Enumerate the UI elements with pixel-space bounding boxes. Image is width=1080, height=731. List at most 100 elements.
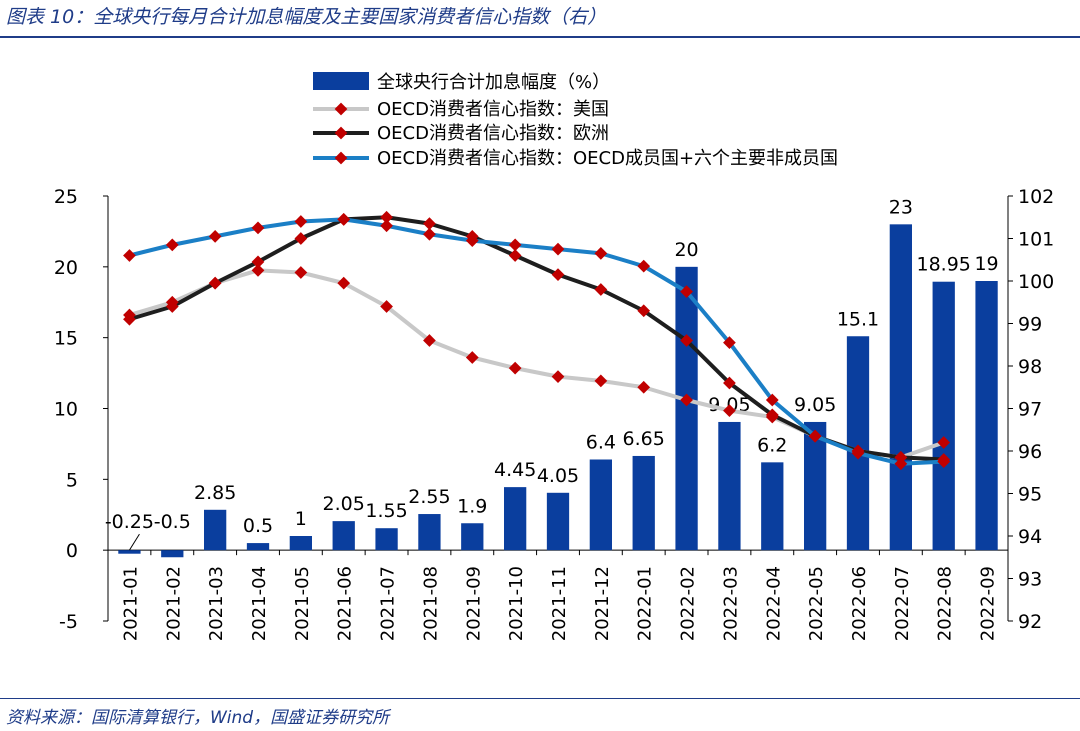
- marker-oecd: [508, 238, 522, 252]
- bar: [118, 550, 141, 554]
- x-axis-tick-label: 2021-08: [420, 566, 441, 641]
- bar-data-label: 0.5: [243, 515, 273, 537]
- marker-usa: [251, 264, 265, 277]
- bar: [761, 462, 784, 551]
- bar-data-label: 19: [974, 253, 998, 275]
- x-axis-tick-label: 2021-02: [163, 566, 184, 641]
- x-axis-tick-label: 2021-03: [206, 566, 227, 641]
- right-axis-tick-label: 95: [1018, 484, 1042, 506]
- marker-europe: [165, 300, 179, 313]
- bar-data-label: 1: [295, 508, 307, 530]
- right-axis-tick-label: 102: [1018, 186, 1054, 208]
- bar-data-label: 20: [674, 239, 698, 261]
- bar: [975, 281, 998, 551]
- source-rule: [0, 698, 1080, 699]
- bar: [375, 528, 398, 551]
- bar-data-label: 4.05: [537, 465, 579, 487]
- marker-europe: [294, 232, 308, 245]
- legend-swatch-usa-marker: [334, 102, 348, 116]
- marker-oecd: [423, 227, 436, 241]
- x-axis-tick-label: 2021-07: [378, 566, 399, 641]
- x-axis-tick-label: 2021-12: [592, 566, 613, 641]
- left-axis-tick-label: 5: [66, 469, 78, 491]
- marker-oecd: [337, 213, 351, 226]
- bar: [204, 509, 227, 551]
- marker-usa: [508, 361, 522, 375]
- bar-data-label: 2.85: [194, 482, 236, 504]
- x-axis-tick-label: 2021-09: [463, 566, 484, 641]
- marker-oecd: [594, 247, 608, 260]
- bar-data-label: -0.25: [105, 511, 154, 533]
- x-axis-tick-label: 2022-05: [806, 566, 827, 641]
- x-axis-tick-label: 2021-01: [120, 566, 141, 641]
- marker-oecd: [123, 249, 136, 262]
- marker-europe: [594, 283, 608, 296]
- bar-data-label: 1.9: [457, 495, 487, 517]
- marker-europe: [208, 276, 222, 290]
- figure-source: 资料来源：国际清算银行，Wind，国盛证券研究所: [6, 708, 390, 728]
- marker-usa: [337, 276, 351, 290]
- marker-oecd: [551, 242, 565, 256]
- legend-swatch-europe-marker: [334, 126, 348, 140]
- left-axis-tick-label: 15: [54, 328, 78, 350]
- right-axis-tick-label: 93: [1018, 569, 1042, 591]
- right-axis-tick-label: 101: [1018, 229, 1054, 251]
- bar-data-label: 4.45: [494, 459, 536, 481]
- bar-data-label: 15.1: [837, 308, 879, 330]
- legend-label-usa: OECD消费者信心指数：美国: [377, 99, 609, 120]
- marker-oecd: [251, 221, 265, 235]
- marker-oecd: [380, 219, 393, 233]
- x-axis-tick-label: 2022-06: [849, 566, 870, 641]
- x-axis-tick-label: 2022-07: [892, 566, 913, 641]
- legend-label-oecd: OECD消费者信心指数：OECD成员国+六个主要非成员国: [377, 148, 838, 169]
- marker-usa: [294, 266, 308, 279]
- bar-data-label: 6.4: [586, 432, 616, 454]
- bar-data-label: 2.05: [323, 493, 365, 515]
- right-axis-tick-label: 99: [1018, 314, 1042, 336]
- legend: 全球央行合计加息幅度（%） OECD消费者信心指数：美国 OECD消费者信心指数…: [313, 72, 838, 169]
- marker-usa: [637, 380, 651, 394]
- bar-data-label: 1.55: [365, 500, 407, 522]
- bar: [846, 336, 870, 551]
- bar: [461, 523, 484, 551]
- legend-label-bars: 全球央行合计加息幅度（%）: [377, 72, 610, 93]
- legend-swatch-bars: [313, 72, 369, 90]
- marker-europe: [508, 249, 522, 262]
- figure-title: 图表 10：全球央行每月合计加息幅度及主要国家消费者信心指数（右）: [6, 6, 607, 28]
- series-line-oecd: [128, 217, 944, 466]
- marker-usa: [380, 300, 393, 313]
- bar: [418, 514, 441, 551]
- x-axis-tick-label: 2021-10: [506, 566, 527, 641]
- marker-usa: [551, 370, 565, 383]
- marker-oecd: [465, 234, 479, 247]
- bar: [161, 550, 184, 558]
- marker-europe: [380, 210, 393, 224]
- marker-europe: [251, 255, 265, 269]
- marker-usa: [423, 334, 436, 347]
- bar-data-label: 6.2: [757, 434, 787, 456]
- legend-swatch-oecd-marker: [334, 151, 348, 165]
- left-axis-tick-label: 0: [66, 540, 78, 562]
- marker-oecd: [165, 238, 179, 252]
- x-axis-tick-label: 2021-04: [249, 566, 270, 641]
- bar: [546, 492, 570, 551]
- right-axis-tick-label: 100: [1018, 271, 1054, 293]
- right-axis-tick-label: 94: [1018, 526, 1042, 548]
- x-axis-tick-label: 2022-04: [763, 566, 784, 641]
- x-axis-tick-label: 2022-09: [978, 566, 999, 641]
- right-axis-tick-label: 96: [1018, 441, 1042, 463]
- marker-oecd: [208, 230, 222, 243]
- bar-data-label: -0.5: [154, 511, 191, 533]
- marker-europe: [123, 312, 136, 326]
- bar: [504, 487, 527, 551]
- marker-usa: [594, 374, 608, 388]
- x-axis-tick-label: 2022-01: [635, 566, 656, 641]
- right-axis-tick-label: 97: [1018, 399, 1042, 421]
- x-axis-tick-label: 2022-02: [678, 566, 699, 641]
- x-axis-tick-label: 2021-11: [549, 566, 570, 641]
- bar-data-label: 2.55: [408, 486, 450, 508]
- left-axis-tick-label: 20: [54, 257, 78, 279]
- title-rule: [0, 36, 1080, 38]
- left-axis-tick-label: -5: [59, 611, 78, 633]
